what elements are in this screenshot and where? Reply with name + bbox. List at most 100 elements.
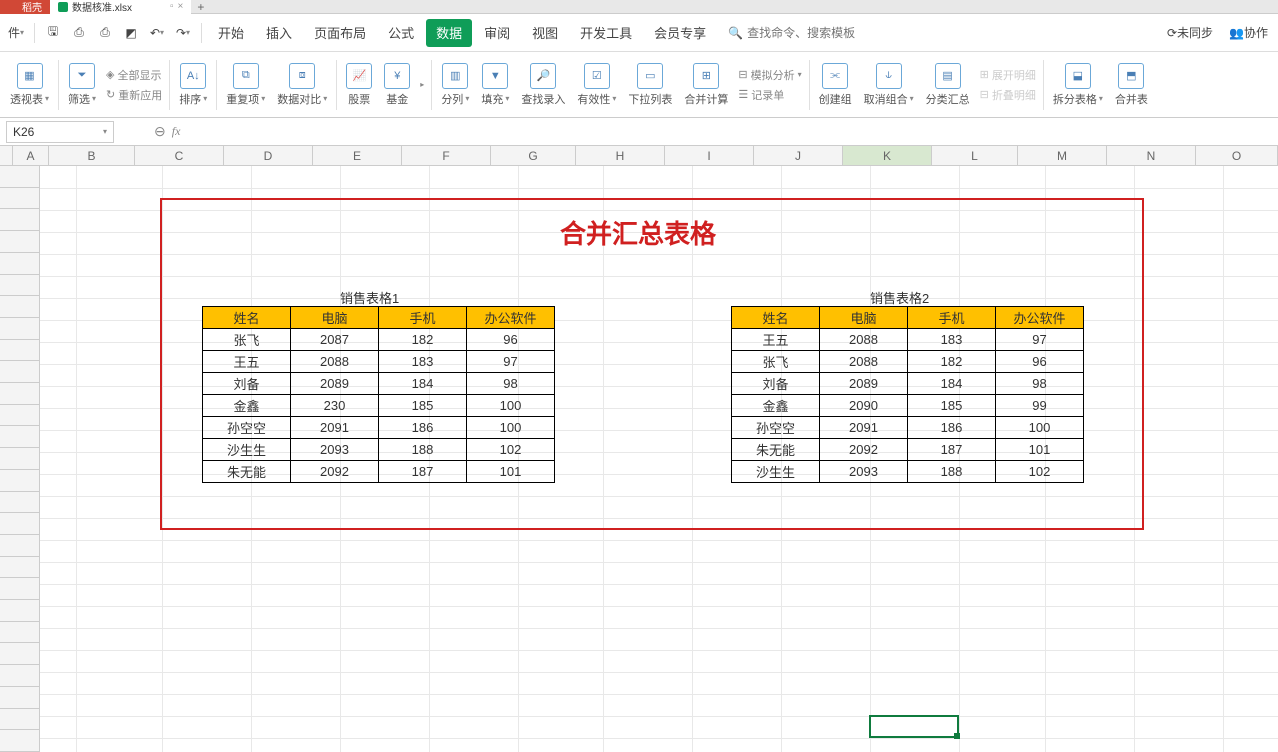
table-cell[interactable]: 96 [467, 329, 555, 351]
table-header-cell[interactable]: 手机 [908, 307, 996, 329]
table-cell[interactable]: 99 [996, 395, 1084, 417]
table-cell[interactable]: 张飞 [203, 329, 291, 351]
table-cell[interactable]: 刘备 [203, 373, 291, 395]
file-menu[interactable]: 件▾ [4, 19, 28, 47]
close-icon[interactable]: × [178, 1, 184, 12]
col-header-G[interactable]: G [491, 146, 576, 165]
ribbon-splitsheet[interactable]: ⬓拆分表格▾ [1047, 56, 1109, 114]
name-box[interactable]: K26 ▾ [6, 121, 114, 143]
table-cell[interactable]: 孙空空 [203, 417, 291, 439]
table-cell[interactable]: 184 [379, 373, 467, 395]
row-header[interactable] [0, 296, 40, 318]
row-header[interactable] [0, 318, 40, 340]
table-cell[interactable]: 188 [908, 461, 996, 483]
ribbon-mergesheet[interactable]: ⬒合并表 [1109, 56, 1154, 114]
table-cell[interactable]: 187 [379, 461, 467, 483]
ribbon-subtotal[interactable]: ▤分类汇总 [920, 56, 976, 114]
table-cell[interactable]: 101 [996, 439, 1084, 461]
ribbon-sim[interactable]: ⊟ 模拟分析▾ [738, 66, 801, 84]
table-cell[interactable]: 孙空空 [732, 417, 820, 439]
print-icon[interactable]: ⎙ [93, 19, 117, 47]
col-header-H[interactable]: H [576, 146, 665, 165]
ribbon-split[interactable]: ▥分列▾ [435, 56, 475, 114]
ribbon-lookup[interactable]: 🔎查找录入 [515, 56, 571, 114]
row-header[interactable] [0, 578, 40, 600]
table-header-cell[interactable]: 姓名 [732, 307, 820, 329]
tab-docker[interactable]: 稻壳 [0, 0, 50, 14]
ribbon-sort[interactable]: A↓排序▾ [173, 56, 213, 114]
col-header-E[interactable]: E [313, 146, 402, 165]
row-header[interactable] [0, 166, 40, 188]
table-cell[interactable]: 张飞 [732, 351, 820, 373]
row-header[interactable] [0, 600, 40, 622]
table-header-cell[interactable]: 办公软件 [996, 307, 1084, 329]
table-header-cell[interactable]: 电脑 [820, 307, 908, 329]
table-cell[interactable]: 刘备 [732, 373, 820, 395]
ribbon-expand[interactable]: ⊞ 展开明细 [980, 66, 1036, 84]
table-cell[interactable]: 182 [379, 329, 467, 351]
search-input[interactable] [747, 26, 867, 40]
col-header-B[interactable]: B [49, 146, 135, 165]
col-header-O[interactable]: O [1196, 146, 1278, 165]
preview-icon[interactable]: ◩ [119, 19, 143, 47]
sync-status[interactable]: ⟳ 未同步 [1163, 19, 1217, 47]
table-cell[interactable]: 2089 [820, 373, 908, 395]
table-cell[interactable]: 98 [467, 373, 555, 395]
row-header[interactable] [0, 709, 40, 731]
menu-insert[interactable]: 插入 [256, 19, 302, 47]
table-cell[interactable]: 188 [379, 439, 467, 461]
table-cell[interactable]: 朱无能 [732, 439, 820, 461]
table-cell[interactable]: 96 [996, 351, 1084, 373]
select-all-corner[interactable] [0, 146, 13, 165]
table-header-cell[interactable]: 办公软件 [467, 307, 555, 329]
row-header[interactable] [0, 643, 40, 665]
ribbon-dup[interactable]: ⧉重复项▾ [220, 56, 271, 114]
redo-button[interactable]: ↷▾ [171, 19, 195, 47]
ribbon-valid[interactable]: ☑有效性▾ [571, 56, 622, 114]
namebox-dropdown-icon[interactable]: ▾ [103, 127, 107, 136]
table-cell[interactable]: 朱无能 [203, 461, 291, 483]
fx-icon[interactable]: fx [172, 124, 181, 139]
row-header[interactable] [0, 513, 40, 535]
ribbon-reapply[interactable]: ↻ 重新应用 [106, 86, 162, 104]
table-cell[interactable]: 2090 [820, 395, 908, 417]
table-cell[interactable]: 2087 [291, 329, 379, 351]
new-tab-button[interactable]: + [191, 0, 210, 14]
ribbon-more[interactable]: ▸ [420, 76, 424, 94]
col-header-C[interactable]: C [135, 146, 224, 165]
table-cell[interactable]: 100 [467, 417, 555, 439]
table-cell[interactable]: 185 [379, 395, 467, 417]
row-header[interactable] [0, 535, 40, 557]
table-cell[interactable]: 金鑫 [203, 395, 291, 417]
save-icon[interactable]: 🖫 [41, 19, 65, 47]
table-cell[interactable]: 182 [908, 351, 996, 373]
row-header[interactable] [0, 361, 40, 383]
cells-area[interactable]: 合并汇总表格销售表格1姓名电脑手机办公软件张飞208718296王五208818… [40, 166, 1278, 752]
row-header[interactable] [0, 340, 40, 362]
table-cell[interactable]: 王五 [732, 329, 820, 351]
table-cell[interactable]: 97 [467, 351, 555, 373]
ribbon-group[interactable]: ⫘创建组 [813, 56, 858, 114]
row-header[interactable] [0, 470, 40, 492]
table-cell[interactable]: 186 [379, 417, 467, 439]
table-header-cell[interactable]: 手机 [379, 307, 467, 329]
row-header[interactable] [0, 383, 40, 405]
table-cell[interactable]: 184 [908, 373, 996, 395]
col-header-F[interactable]: F [402, 146, 491, 165]
row-header[interactable] [0, 275, 40, 297]
table-cell[interactable]: 185 [908, 395, 996, 417]
row-header[interactable] [0, 209, 40, 231]
ribbon-consolidate[interactable]: ⊞合并计算 [678, 56, 734, 114]
row-header[interactable] [0, 557, 40, 579]
ribbon-filter[interactable]: ⏷筛选▾ [62, 56, 102, 114]
table-cell[interactable]: 沙生生 [203, 439, 291, 461]
table-cell[interactable]: 101 [467, 461, 555, 483]
table-cell[interactable]: 2092 [820, 439, 908, 461]
fill-handle[interactable] [954, 733, 960, 739]
table-cell[interactable]: 2093 [820, 461, 908, 483]
table-cell[interactable]: 2088 [291, 351, 379, 373]
ribbon-compare[interactable]: ⧈数据对比▾ [271, 56, 333, 114]
ribbon-pivot[interactable]: ▦透视表▾ [4, 56, 55, 114]
table-cell[interactable]: 2091 [820, 417, 908, 439]
table-cell[interactable]: 97 [996, 329, 1084, 351]
